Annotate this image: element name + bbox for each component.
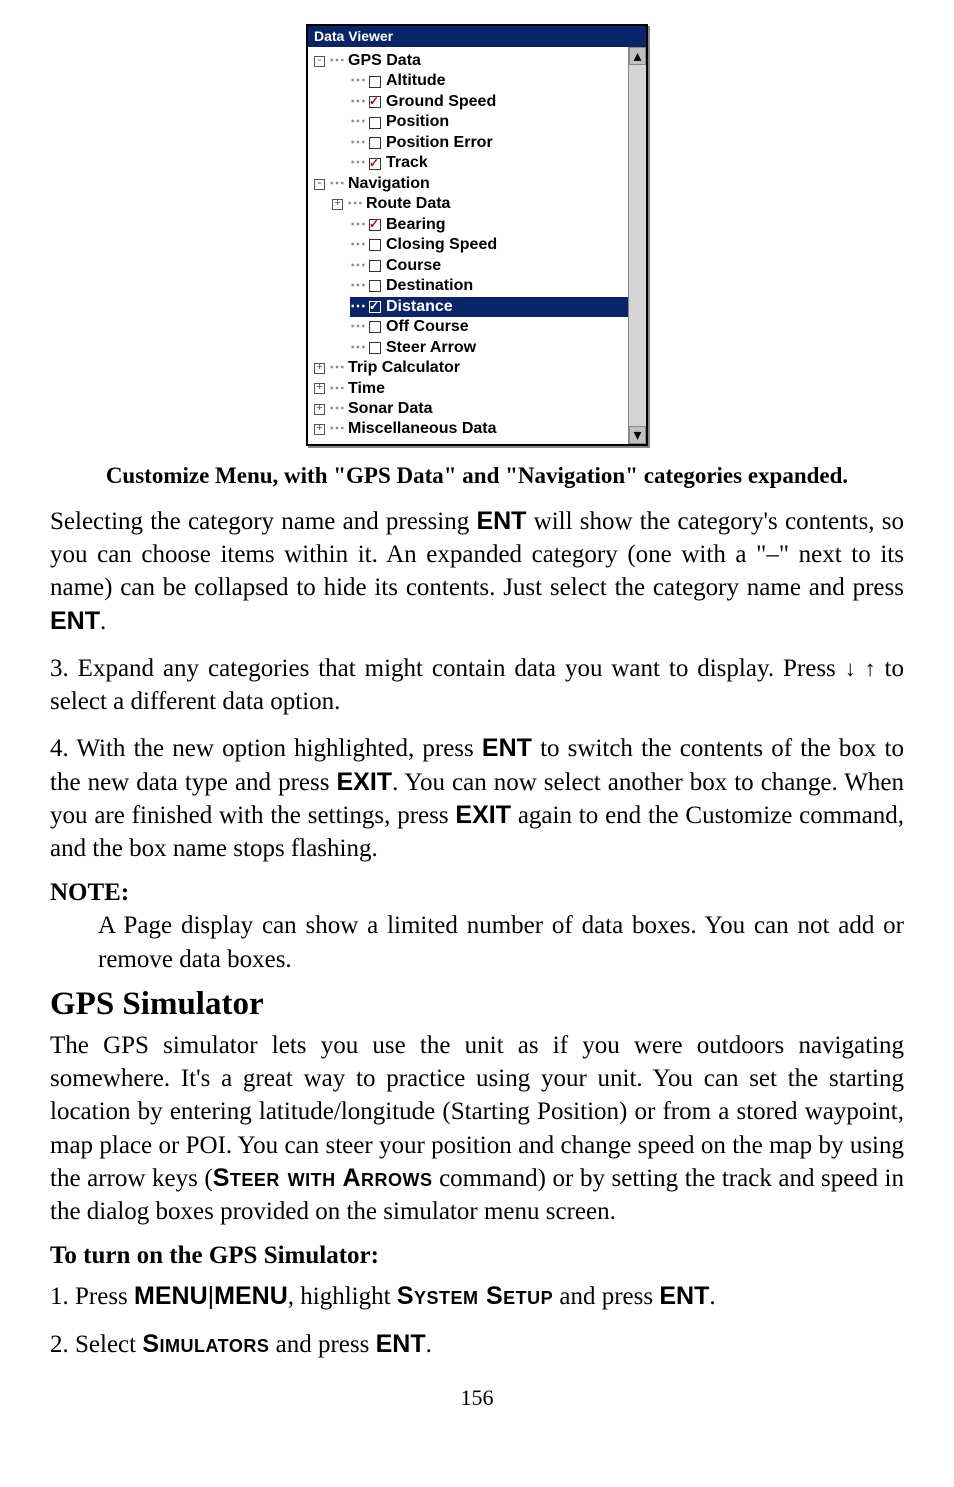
tree-label: Sonar Data bbox=[348, 399, 432, 419]
tree-label: Time bbox=[348, 379, 385, 399]
step: 2. Select Simulators and press ENT. bbox=[50, 1328, 904, 1361]
tree-label: Bearing bbox=[386, 215, 446, 235]
arrow-up-icon: ▴ bbox=[633, 46, 641, 66]
tree-item-off-course[interactable]: ⋯ Off Course bbox=[314, 317, 628, 337]
tree-item-distance-selected[interactable]: ⋯ Distance bbox=[314, 297, 628, 317]
section-heading: GPS Simulator bbox=[50, 986, 904, 1023]
tree-label: Destination bbox=[386, 276, 473, 296]
page-number: 156 bbox=[50, 1385, 904, 1411]
plus-icon[interactable]: + bbox=[314, 424, 325, 435]
checkbox-icon[interactable] bbox=[369, 321, 381, 333]
checkbox-icon[interactable] bbox=[369, 239, 381, 251]
checkbox-icon[interactable] bbox=[369, 280, 381, 292]
plus-icon[interactable]: + bbox=[332, 199, 343, 210]
checkbox-checked-icon[interactable] bbox=[369, 158, 381, 170]
paragraph: The GPS simulator lets you use the unit … bbox=[50, 1029, 904, 1229]
tree-category-miscellaneous[interactable]: + ⋯ Miscellaneous Data bbox=[314, 419, 628, 439]
tree-label: Off Course bbox=[386, 317, 469, 337]
tree-category-trip-calculator[interactable]: + ⋯ Trip Calculator bbox=[314, 358, 628, 378]
tree-label: Altitude bbox=[386, 71, 446, 91]
key-menu: MENU bbox=[214, 1282, 288, 1310]
key-ent: ENT bbox=[482, 734, 532, 762]
tree-item-ground-speed[interactable]: ⋯ Ground Speed bbox=[314, 92, 628, 112]
tree-item-position-error[interactable]: ⋯ Position Error bbox=[314, 133, 628, 153]
paragraph: 3. Expand any categories that might cont… bbox=[50, 652, 904, 719]
tree-category-route-data[interactable]: + ⋯ Route Data bbox=[314, 194, 628, 214]
checkbox-checked-icon[interactable] bbox=[369, 301, 381, 313]
tree-label: Course bbox=[386, 256, 441, 276]
tree-item-steer-arrow[interactable]: ⋯ Steer Arrow bbox=[314, 338, 628, 358]
tree-label: Distance bbox=[386, 297, 453, 317]
key-ent: ENT bbox=[659, 1282, 709, 1310]
tree-item-course[interactable]: ⋯ Course bbox=[314, 256, 628, 276]
figure-caption: Customize Menu, with "GPS Data" and "Nav… bbox=[50, 460, 904, 491]
key-exit: EXIT bbox=[455, 801, 511, 829]
tree-label: Closing Speed bbox=[386, 235, 497, 255]
tree-label: Miscellaneous Data bbox=[348, 419, 497, 439]
checkbox-icon[interactable] bbox=[369, 76, 381, 88]
tree-item-track[interactable]: ⋯ Track bbox=[314, 153, 628, 173]
window-titlebar: Data Viewer bbox=[308, 26, 646, 47]
plus-icon[interactable]: + bbox=[314, 383, 325, 394]
command-system-setup: System Setup bbox=[397, 1282, 553, 1310]
plus-icon[interactable]: + bbox=[314, 363, 325, 374]
tree-item-altitude[interactable]: ⋯ Altitude bbox=[314, 71, 628, 91]
tree-category-navigation[interactable]: - ⋯ Navigation bbox=[314, 174, 628, 194]
paragraph: 4. With the new option highlighted, pres… bbox=[50, 732, 904, 865]
command-steer-with-arrows: Steer with Arrows bbox=[213, 1164, 433, 1192]
arrow-down-icon: ▾ bbox=[633, 425, 641, 445]
arrow-down-icon: ↓ bbox=[845, 656, 856, 681]
scroll-up-button[interactable]: ▴ bbox=[629, 47, 646, 65]
key-ent: ENT bbox=[50, 607, 100, 635]
key-ent: ENT bbox=[376, 1330, 426, 1358]
key-ent: ENT bbox=[476, 507, 526, 535]
paragraph: Selecting the category name and pressing… bbox=[50, 505, 904, 638]
note-label: NOTE: bbox=[50, 879, 904, 907]
tree-item-position[interactable]: ⋯ Position bbox=[314, 112, 628, 132]
tree-label: Track bbox=[386, 153, 428, 173]
arrow-up-icon: ↑ bbox=[865, 656, 876, 681]
checkbox-checked-icon[interactable] bbox=[369, 96, 381, 108]
data-viewer-window: Data Viewer - ⋯ GPS Data ⋯ Altitude ⋯ Gr… bbox=[306, 24, 648, 446]
tree-label: Trip Calculator bbox=[348, 358, 460, 378]
tree-item-destination[interactable]: ⋯ Destination bbox=[314, 276, 628, 296]
key-exit: EXIT bbox=[337, 768, 393, 796]
tree-label: Position Error bbox=[386, 133, 493, 153]
checkbox-icon[interactable] bbox=[369, 342, 381, 354]
plus-icon[interactable]: + bbox=[314, 404, 325, 415]
command-simulators: Simulators bbox=[142, 1330, 269, 1358]
step: 1. Press MENU|MENU, highlight System Set… bbox=[50, 1280, 904, 1313]
subheading: To turn on the GPS Simulator: bbox=[50, 1242, 904, 1270]
tree-label: Ground Speed bbox=[386, 92, 496, 112]
note-body: A Page display can show a limited number… bbox=[98, 909, 904, 976]
scroll-down-button[interactable]: ▾ bbox=[629, 426, 646, 444]
tree-label: Position bbox=[386, 112, 449, 132]
checkbox-icon[interactable] bbox=[369, 260, 381, 272]
tree-label: Route Data bbox=[366, 194, 450, 214]
checkbox-icon[interactable] bbox=[369, 137, 381, 149]
tree-item-bearing[interactable]: ⋯ Bearing bbox=[314, 215, 628, 235]
tree-label: Navigation bbox=[348, 174, 430, 194]
scrollbar[interactable]: ▴ ▾ bbox=[628, 47, 646, 444]
checkbox-icon[interactable] bbox=[369, 117, 381, 129]
tree-label: Steer Arrow bbox=[386, 338, 476, 358]
checkbox-checked-icon[interactable] bbox=[369, 219, 381, 231]
tree-view: - ⋯ GPS Data ⋯ Altitude ⋯ Ground Speed ⋯ bbox=[308, 47, 646, 444]
minus-icon[interactable]: - bbox=[314, 179, 325, 190]
tree-category-time[interactable]: + ⋯ Time bbox=[314, 379, 628, 399]
tree-label: GPS Data bbox=[348, 51, 421, 71]
key-menu: MENU bbox=[134, 1282, 208, 1310]
minus-icon[interactable]: - bbox=[314, 56, 325, 67]
tree-category-sonar-data[interactable]: + ⋯ Sonar Data bbox=[314, 399, 628, 419]
tree-item-closing-speed[interactable]: ⋯ Closing Speed bbox=[314, 235, 628, 255]
tree-category-gps-data[interactable]: - ⋯ GPS Data bbox=[314, 51, 628, 71]
